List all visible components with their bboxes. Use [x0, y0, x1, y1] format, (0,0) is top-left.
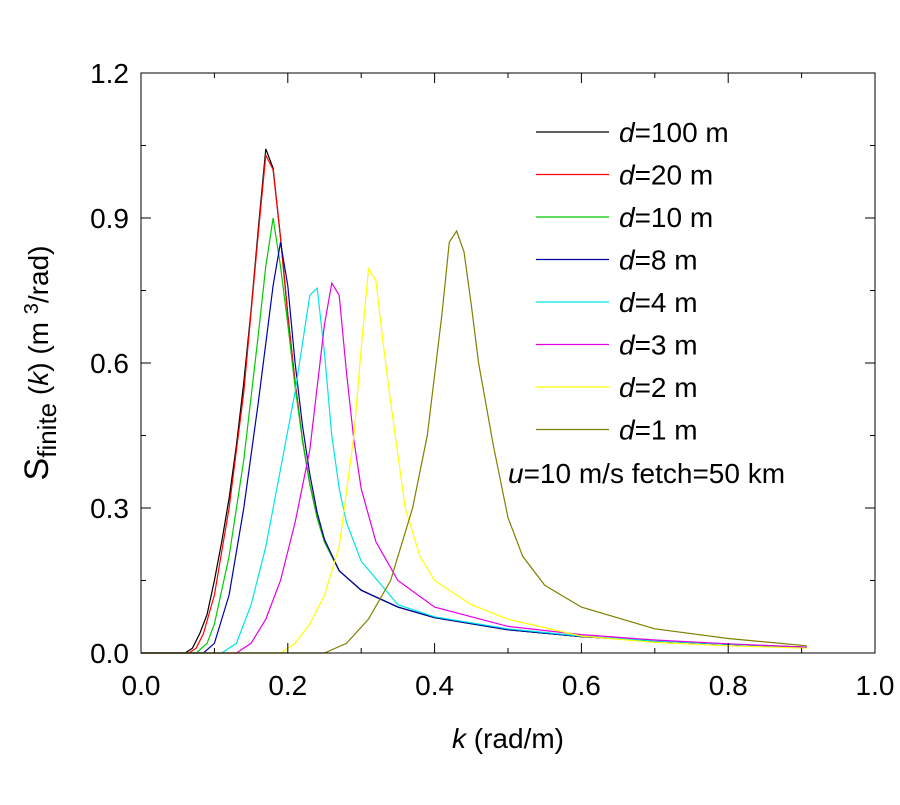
- y-axis-label: Sfinite (k) (m 3/rad): [18, 246, 62, 481]
- axis-ticks: 0.0 0.2 0.4 0.6 0.8 1.0 0.0 0.3 0.6 0.9 1.2: [90, 58, 894, 701]
- legend-label-4: d=4 m: [619, 287, 698, 318]
- legend-label-3: d=8 m: [619, 245, 698, 276]
- y-tick-label: 0.6: [90, 348, 129, 379]
- series-line-7: [141, 229, 807, 654]
- plot-frame: [140, 72, 876, 654]
- series-line-6: [141, 266, 807, 654]
- x-tick-label: 1.0: [856, 670, 895, 701]
- legend-label-1: d=20 m: [619, 160, 713, 191]
- series-line-3: [141, 242, 807, 654]
- y-tick-label: 0.3: [90, 493, 129, 524]
- legend-label-2: d=10 m: [619, 202, 713, 233]
- x-tick-label: 0.8: [709, 670, 748, 701]
- annotation: u=10 m/s fetch=50 km: [508, 458, 785, 489]
- legend-label-5: d=3 m: [619, 330, 698, 361]
- x-tick-label: 0.6: [562, 670, 601, 701]
- series-line-5: [141, 281, 807, 654]
- curves: [141, 148, 807, 654]
- series-line-2: [141, 217, 807, 654]
- x-tick-label: 0.0: [122, 670, 161, 701]
- y-tick-label: 0.9: [90, 203, 129, 234]
- series-line-4: [141, 286, 807, 654]
- legend-label-0: d=100 m: [619, 117, 729, 148]
- legend-label-6: d=2 m: [619, 372, 698, 403]
- legend-label-7: d=1 m: [619, 415, 698, 446]
- y-tick-label: 1.2: [90, 58, 129, 89]
- y-tick-label: 0.0: [90, 638, 129, 669]
- x-tick-label: 0.4: [415, 670, 454, 701]
- x-axis-label: k (rad/m): [452, 723, 564, 754]
- legend: d=100 m d=20 m d=10 m d=8 m d=4 m d=3 m d=2 m d…: [536, 117, 729, 446]
- x-tick-label: 0.2: [268, 670, 307, 701]
